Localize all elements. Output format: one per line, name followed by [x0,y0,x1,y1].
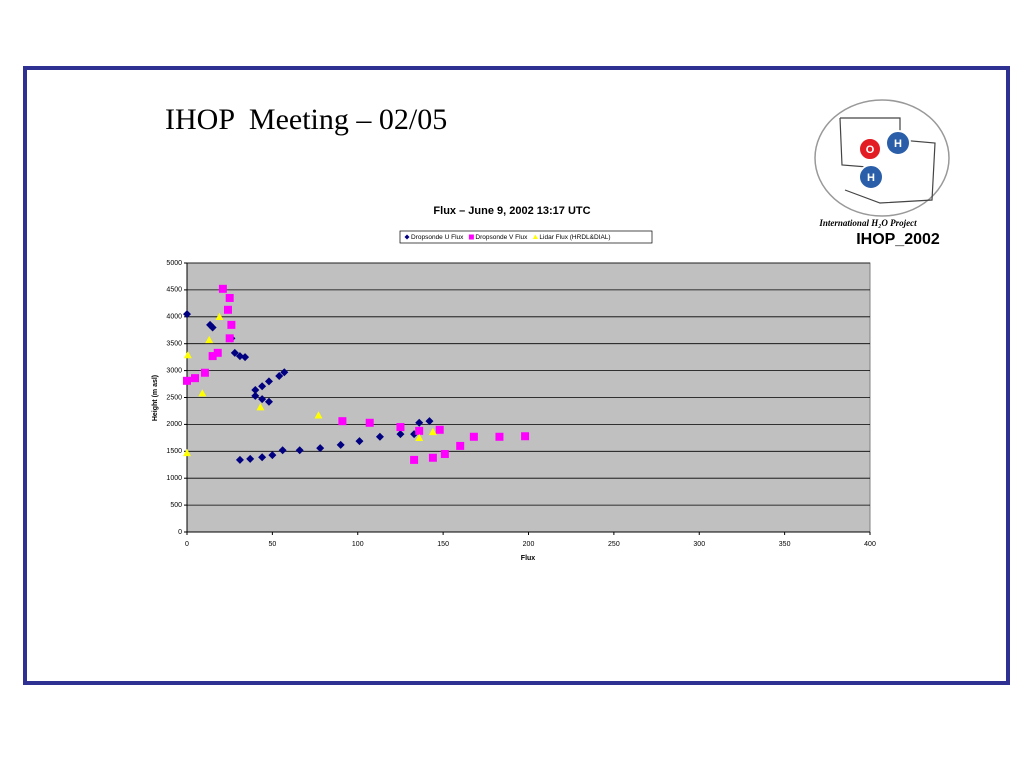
point [183,376,191,385]
y-tick-label: 2000 [166,421,182,428]
x-tick-label: 0 [185,541,189,548]
point [258,395,267,404]
point [365,418,374,427]
point [198,389,207,397]
x-tick-label: 400 [864,541,876,548]
point [375,432,384,441]
point [208,352,217,361]
logo-name: IHOP_2002 [856,231,940,248]
point [225,334,234,343]
point [208,323,217,332]
point [183,310,191,319]
point [425,417,434,426]
point [355,437,364,446]
point [415,418,424,427]
x-tick-label: 250 [608,541,620,548]
point [246,454,255,463]
point [251,385,260,394]
point [396,423,405,432]
logo-h-text: H [894,138,902,150]
x-axis-label: Flux [521,555,535,562]
point [258,382,267,391]
point [218,284,227,293]
point [415,433,424,442]
logo-h-text: H [867,172,875,184]
legend-label: Dropsonde V Flux [475,234,528,241]
legend-marker [404,234,410,240]
logo-o-text: O [866,144,875,156]
point [435,425,444,434]
point [230,348,239,357]
y-tick-label: 3000 [166,367,182,374]
point [183,350,192,359]
point [235,352,244,361]
point [469,432,478,441]
y-tick-label: 4000 [166,314,182,321]
point [235,455,244,464]
point [225,293,234,302]
point [396,430,405,439]
point [223,305,232,314]
point [314,411,323,419]
point [205,335,214,344]
legend-marker [468,234,474,240]
point [295,446,304,455]
x-tick-label: 50 [268,541,276,548]
point [200,368,209,377]
x-tick-label: 350 [779,541,791,548]
y-tick-label: 1000 [166,475,182,482]
logo-h [885,130,911,156]
point [521,432,530,441]
y-tick-label: 0 [178,529,182,536]
logo-caption: International H₂O Project [818,218,917,228]
legend-marker [532,234,538,239]
point [241,353,250,362]
y-axis-label: Height (m asl) [152,375,159,421]
y-tick-label: 5000 [166,260,182,267]
logo-o [858,137,882,161]
logo: O H H International H₂O Project IHOP_200… [814,99,950,248]
point [456,441,465,450]
y-tick-label: 3500 [166,341,182,348]
point [410,455,419,464]
point [258,453,267,462]
point [415,426,424,435]
chart-title: Flux – June 9, 2002 13:17 UTC [433,205,590,217]
point [280,368,289,377]
slide-title: IHOP Meeting – 02/05 [165,103,447,136]
point [251,391,260,400]
point [495,432,504,441]
x-tick-label: 100 [352,541,364,548]
y-tick-label: 4500 [166,287,182,294]
point [428,427,437,436]
point [227,320,236,329]
point [183,448,191,457]
point [338,417,347,426]
point [316,444,325,453]
point [264,377,273,386]
point [256,403,265,411]
legend-label: Lidar Flux (HRDL&DIAL) [539,234,610,241]
point [428,453,437,462]
point [440,449,449,458]
legend-label: Dropsonde U Flux [411,234,464,241]
point [264,397,273,406]
point [215,312,224,320]
point [268,451,277,460]
x-tick-label: 150 [437,541,449,548]
point [336,440,345,449]
y-tick-label: 500 [170,502,182,509]
y-tick-label: 1500 [166,448,182,455]
legend [399,230,653,244]
x-tick-label: 300 [693,541,705,548]
point [275,371,284,380]
y-tick-label: 2500 [166,394,182,401]
x-tick-label: 200 [523,541,535,548]
logo-ring [814,99,950,217]
point [278,446,287,455]
logo-h [858,164,884,190]
point [191,374,200,383]
